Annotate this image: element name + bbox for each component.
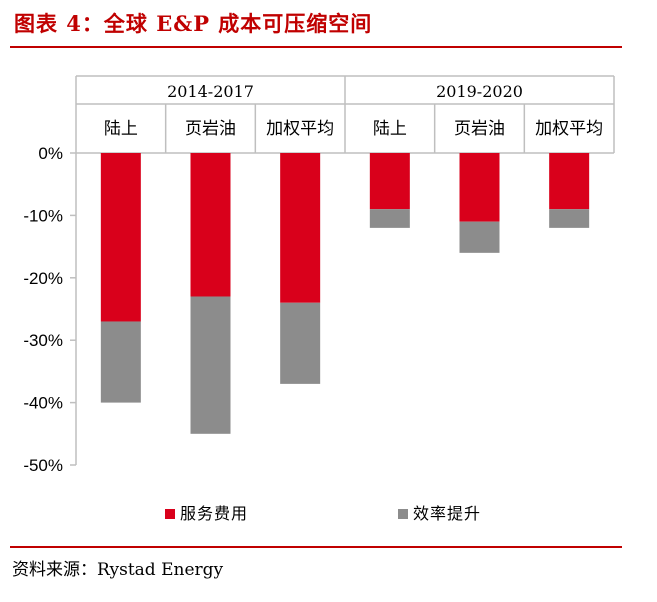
y-tick-label: -30%	[23, 331, 63, 350]
title-divider	[10, 46, 622, 48]
legend-label-efficiency: 效率提升	[413, 504, 481, 523]
bar-service-cost	[100, 153, 141, 322]
source-divider	[10, 546, 622, 548]
bar-efficiency-gain	[100, 321, 141, 403]
legend-layer: 服务费用 效率提升	[165, 504, 481, 523]
category-label: 页岩油	[185, 119, 236, 139]
bars-layer	[100, 153, 590, 434]
y-tick-label: -20%	[23, 269, 63, 288]
category-label: 陆上	[104, 119, 138, 139]
bar-service-cost	[549, 153, 590, 210]
chart-title: 图表 4：全球 E&P 成本可压缩空间	[14, 11, 373, 36]
category-label: 陆上	[373, 119, 407, 139]
axis-layer	[70, 75, 615, 466]
bar-efficiency-gain	[549, 209, 590, 228]
labels-layer: 0% -10% -20% -30% -40% -50% 2014-2017 陆上 页岩油 加权平均…	[23, 82, 603, 475]
bar-efficiency-gain	[190, 296, 231, 434]
legend-swatch-service	[165, 509, 175, 519]
group-label: 2019-2020	[436, 82, 523, 101]
y-tick-label: -50%	[23, 456, 63, 475]
bar-efficiency-gain	[369, 209, 410, 228]
bar-efficiency-gain	[280, 302, 321, 384]
y-tick-label: -10%	[23, 206, 63, 225]
category-label: 加权平均	[266, 119, 334, 139]
bar-service-cost	[369, 153, 410, 210]
y-tick-label: -40%	[23, 394, 63, 413]
category-label: 页岩油	[454, 119, 505, 139]
group-label: 2014-2017	[167, 82, 254, 101]
bar-service-cost	[459, 153, 500, 222]
source-note: 资料来源：Rystad Energy	[12, 560, 224, 580]
bar-efficiency-gain	[459, 221, 500, 253]
y-tick-label: 0%	[38, 144, 63, 163]
category-label: 加权平均	[535, 119, 603, 139]
bar-service-cost	[280, 153, 321, 303]
bar-service-cost	[190, 153, 231, 297]
legend-label-service: 服务费用	[180, 504, 248, 523]
legend-swatch-efficiency	[398, 509, 408, 519]
